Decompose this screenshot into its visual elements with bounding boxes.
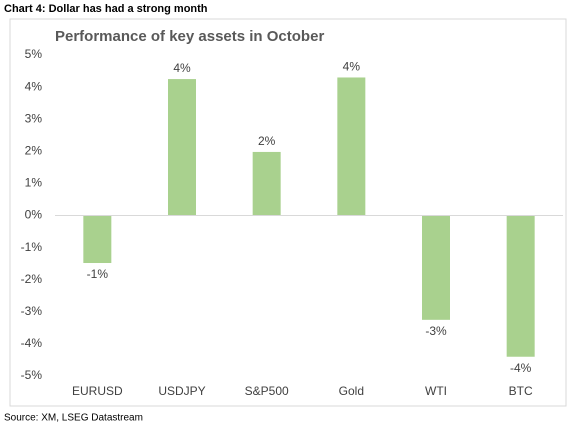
y-tick-label: 2% [25,143,43,157]
value-label: -1% [87,267,109,281]
chart-frame [9,18,567,407]
x-tick-label: WTI [425,384,447,398]
y-tick-label: 1% [25,176,43,190]
value-label: 4% [173,61,191,75]
y-tick-label: -3% [21,304,43,318]
chart-title: Performance of key assets in October [55,28,324,45]
bar [506,215,535,357]
bar [252,151,281,216]
y-tick-label: -4% [21,336,43,350]
source: Source: XM, LSEG Datastream [4,413,143,424]
bar [337,77,366,216]
x-tick-label: Gold [339,384,364,398]
y-tick-label: -1% [21,240,43,254]
value-label: 4% [343,60,361,74]
x-tick-label: S&P500 [245,384,289,398]
header: Chart 4: Dollar has had a strong month [4,3,208,15]
bar [422,215,450,320]
bar [168,79,196,216]
y-tick-label: 4% [25,79,43,93]
y-tick-label: 0% [25,208,43,222]
value-label: 2% [258,134,276,148]
x-tick-label: USDJPY [158,384,205,398]
value-label: -4% [510,361,532,375]
value-label: -3% [425,324,447,338]
y-tick-label: 3% [25,111,43,125]
y-tick-label: -2% [21,272,43,286]
y-tick-label: 5% [25,47,43,61]
bar [83,215,112,264]
x-tick-label: EURUSD [72,384,123,398]
y-tick-label: -5% [21,368,43,382]
x-tick-label: BTC [509,384,533,398]
